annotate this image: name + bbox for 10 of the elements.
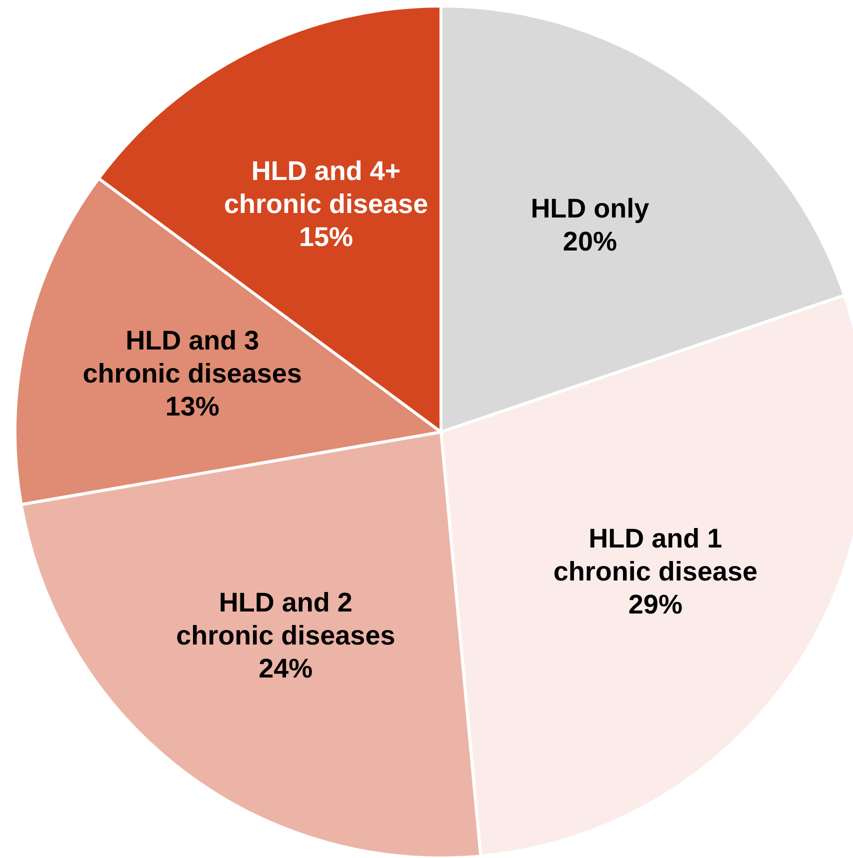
data-label: 20% [562, 226, 617, 256]
slice-label: HLD and 1 chronic disease [553, 524, 758, 587]
slice-label: HLD and 2 chronic diseases [176, 587, 396, 650]
data-label: 13% [165, 391, 220, 422]
data-label: 15% [299, 222, 354, 252]
data-label: 29% [628, 590, 682, 620]
slice-label: HLD only [530, 193, 650, 224]
data-label: 24% [258, 653, 313, 684]
slice-label: HLD and 4+ chronic disease [224, 156, 428, 220]
slice-label: HLD and 3 chronic diseases [82, 325, 302, 388]
